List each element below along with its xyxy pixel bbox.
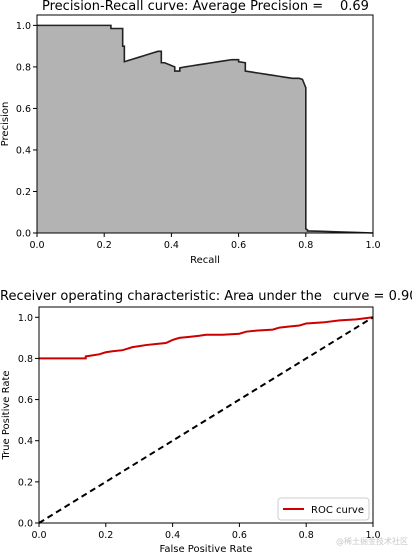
chart2-x-tick-label: 0.6 xyxy=(232,530,247,541)
chart1-y-tick-label: 0.4 xyxy=(16,145,31,156)
watermark: @稀土掘金技术社区 xyxy=(336,537,408,546)
chart1-x-tick-label: 0.8 xyxy=(298,240,313,251)
chart2-title-value: curve = 0.90 xyxy=(333,289,412,304)
chart2-y-tick-label: 0.4 xyxy=(18,436,33,447)
chart1-x-tick-label: 0.4 xyxy=(164,240,179,251)
chart2-y-tick-label: 0.8 xyxy=(18,354,33,365)
chart2-roc-curve-line xyxy=(39,316,374,360)
chart1-pr-area-fill xyxy=(37,25,373,233)
chart1-y-tick-label: 0.2 xyxy=(16,187,31,198)
chart2-legend-label: ROC curve xyxy=(311,505,364,516)
chart1-x-tick-label: 1.0 xyxy=(365,240,380,251)
chart2-diagonal-baseline xyxy=(38,316,374,524)
chart1-title-value: 0.69 xyxy=(340,0,369,14)
chart2-y-tick-label: 0.2 xyxy=(18,477,33,488)
chart1-x-tick-label: 0.6 xyxy=(231,240,246,251)
chart1-y-tick-label: 0.8 xyxy=(16,62,31,73)
chart1-y-tick-label: 1.0 xyxy=(16,21,31,32)
chart1-y-tick-label: 0.0 xyxy=(16,229,31,240)
chart1-y-tick-label: 0.6 xyxy=(16,104,31,115)
chart2-y-axis-label: True Positive Rate xyxy=(1,370,12,460)
chart1-x-tick-label: 0.0 xyxy=(29,240,44,251)
chart1-x-tick-label: 0.2 xyxy=(97,240,112,251)
chart2-title: Receiver operating characteristic: Area … xyxy=(0,289,322,304)
chart1-title: Precision-Recall curve: Average Precisio… xyxy=(42,0,323,14)
chart2-y-tick-label: 0.6 xyxy=(18,395,33,406)
chart1-x-axis-label: Recall xyxy=(190,255,220,266)
chart2-x-tick-label: 0.4 xyxy=(165,530,180,541)
chart2-x-tick-label: 0.0 xyxy=(31,530,46,541)
chart1-y-axis-label: Precision xyxy=(0,102,11,147)
chart2-x-axis-label: False Positive Rate xyxy=(160,544,253,553)
chart2-legend-box xyxy=(277,497,370,521)
chart2-y-tick-label: 1.0 xyxy=(18,313,33,324)
chart1-pr-curve-line xyxy=(37,24,374,234)
chart2-x-tick-label: 1.0 xyxy=(365,530,380,541)
chart1-plot-frame xyxy=(36,14,374,234)
chart2-x-tick-label: 0.8 xyxy=(299,530,314,541)
chart2-plot-frame xyxy=(38,306,374,524)
chart2-x-tick-label: 0.2 xyxy=(98,530,113,541)
chart2-y-tick-label: 0.0 xyxy=(18,519,33,530)
